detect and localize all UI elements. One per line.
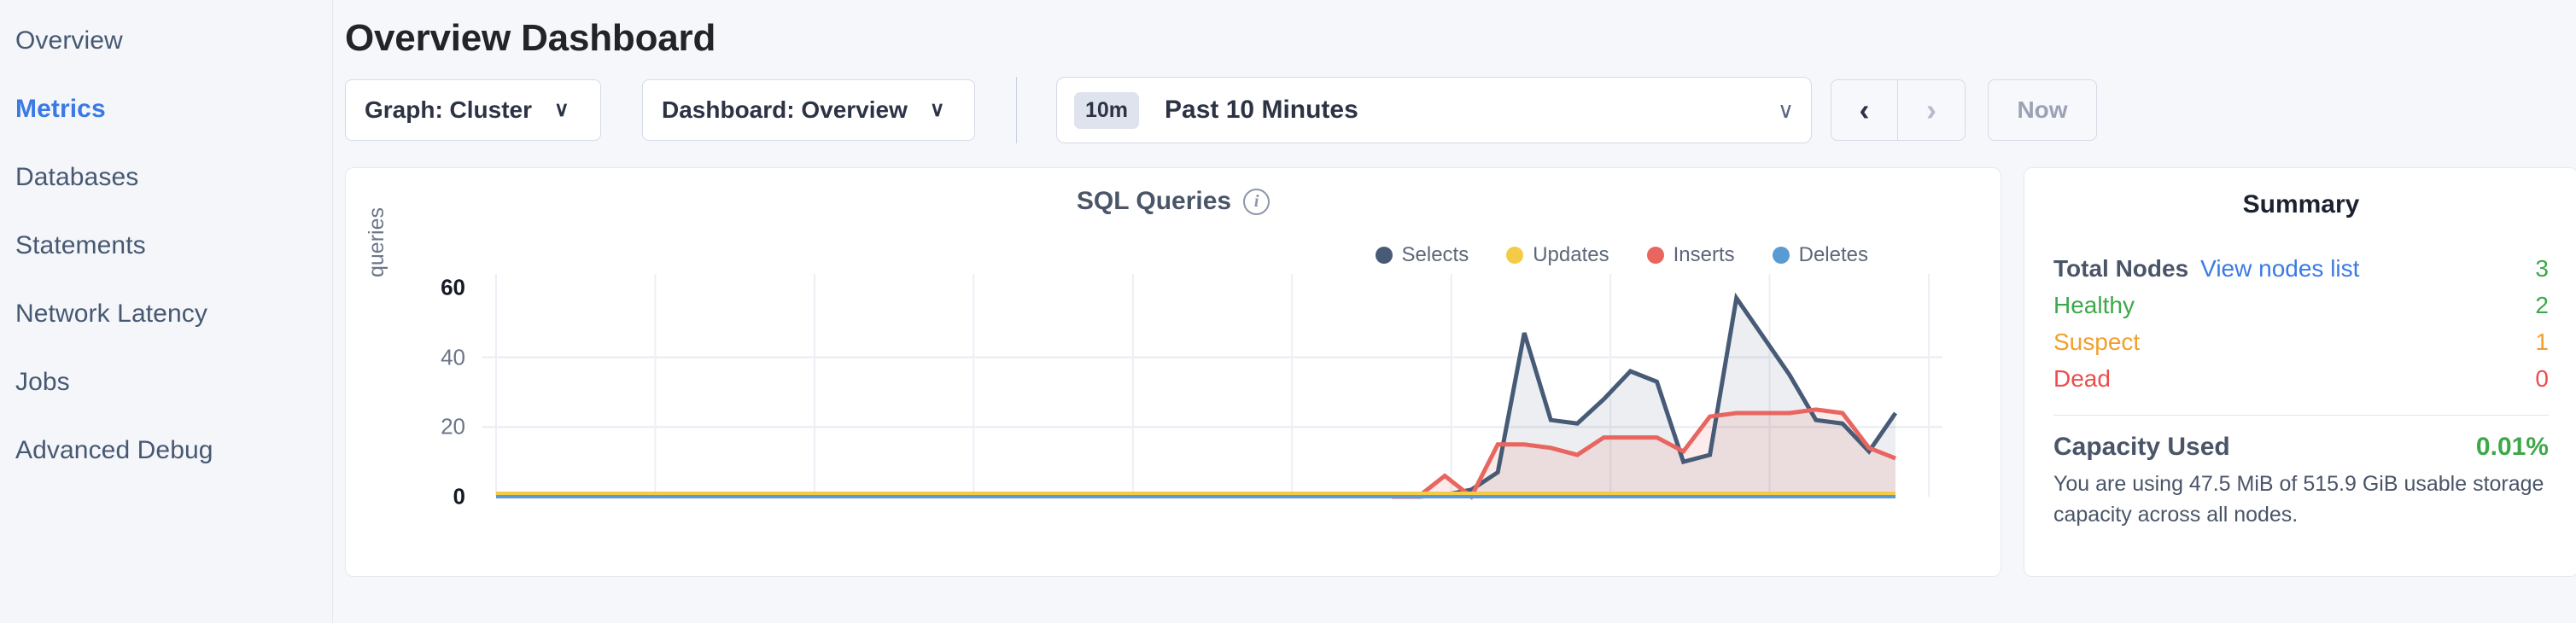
sidebar-item-network-latency[interactable]: Network Latency — [15, 300, 207, 328]
time-range-label: Past 10 Minutes — [1165, 96, 1358, 124]
series-line-inserts — [1392, 407, 1896, 500]
previous-range-button[interactable]: ‹ — [1831, 80, 1898, 140]
legend-item-selects[interactable]: Selects — [1375, 243, 1469, 267]
dashboard-select-label: Dashboard: Overview — [662, 96, 908, 123]
content-row: SQL Queries i Selects Updates Inserts Delet… — [345, 167, 2576, 577]
summary-row-total-nodes: Total Nodes View nodes list 3 — [2053, 255, 2549, 282]
summary-row-healthy: Healthy 2 — [2053, 292, 2549, 319]
chart-title: SQL Queries — [1076, 187, 1232, 215]
legend-label: Inserts — [1673, 243, 1735, 266]
sidebar-item-metrics[interactable]: Metrics — [15, 95, 106, 123]
toolbar: Graph: Cluster ∨ Dashboard: Overview ∨ 1… — [345, 77, 2576, 143]
y-tick-60: 60 — [441, 274, 465, 300]
legend-item-inserts[interactable]: Inserts — [1646, 243, 1735, 267]
y-tick-20: 20 — [441, 413, 465, 440]
y-axis-ticks: 0 20 40 60 — [406, 168, 465, 509]
summary-title: Summary — [2242, 190, 2360, 218]
sidebar-item-statements[interactable]: Statements — [15, 231, 146, 259]
view-nodes-list-link[interactable]: View nodes list — [2200, 255, 2360, 282]
chart-svg — [482, 274, 1942, 500]
graph-select-label: Graph: Cluster — [365, 96, 533, 123]
sidebar-item-advanced-debug[interactable]: Advanced Debug — [15, 436, 213, 464]
legend-swatch-icon — [1646, 247, 1664, 264]
time-nav-arrows: ‹ › — [1831, 79, 1966, 141]
time-range-select[interactable]: 10m Past 10 Minutes ∨ — [1056, 77, 1812, 143]
summary-row-dead: Dead 0 — [2053, 365, 2549, 393]
sidebar: Overview Metrics Databases Statements Networ… — [0, 0, 333, 623]
chart-title-row: SQL Queries i — [346, 168, 2001, 216]
chart-plot-area — [346, 262, 2002, 518]
legend-label: Updates — [1533, 243, 1609, 266]
summary-label: Healthy — [2053, 292, 2135, 318]
legend-item-deletes[interactable]: Deletes — [1772, 243, 1868, 267]
next-range-button[interactable]: › — [1926, 92, 1936, 127]
chevron-down-icon: ∨ — [1777, 96, 1794, 123]
legend-label: Selects — [1401, 243, 1469, 266]
capacity-title: Capacity Used — [2053, 433, 2230, 461]
now-button[interactable]: Now — [1988, 79, 2097, 141]
main-content: Overview Dashboard Graph: Cluster ∨ Dash… — [333, 0, 2576, 623]
sidebar-item-overview[interactable]: Overview — [15, 26, 123, 55]
summary-value: 1 — [2535, 329, 2549, 355]
summary-value: 3 — [2535, 255, 2549, 282]
y-tick-40: 40 — [441, 344, 465, 370]
chevron-down-icon: ∨ — [929, 98, 945, 121]
summary-label: Total Nodes — [2053, 255, 2189, 282]
sidebar-item-jobs[interactable]: Jobs — [15, 368, 70, 396]
info-icon[interactable]: i — [1243, 188, 1270, 215]
summary-row-suspect: Suspect 1 — [2053, 329, 2549, 356]
summary-label: Suspect — [2053, 329, 2141, 355]
sidebar-item-databases[interactable]: Databases — [15, 163, 139, 191]
legend-item-updates[interactable]: Updates — [1506, 243, 1609, 267]
summary-value: 0 — [2535, 365, 2549, 392]
toolbar-divider — [1016, 77, 1017, 143]
capacity-header: Capacity Used 0.01% — [2053, 433, 2549, 462]
legend-swatch-icon — [1375, 247, 1393, 264]
summary-card: Summary Total Nodes View nodes list 3 Healt… — [2024, 167, 2576, 577]
page-title: Overview Dashboard — [345, 17, 716, 59]
dashboard-select-button[interactable]: Dashboard: Overview ∨ — [642, 79, 975, 141]
summary-label: Dead — [2053, 365, 2111, 392]
summary-rows: Total Nodes View nodes list 3 Healthy 2 Suspe… — [2053, 255, 2549, 393]
y-tick-0: 0 — [453, 483, 465, 509]
legend-label: Deletes — [1798, 243, 1868, 266]
legend-swatch-icon — [1772, 247, 1790, 264]
legend-swatch-icon — [1506, 247, 1524, 264]
summary-value: 2 — [2535, 292, 2549, 318]
area-fill-inserts — [1392, 409, 1895, 497]
summary-divider — [2053, 415, 2549, 416]
chevron-down-icon: ∨ — [554, 98, 570, 121]
time-range-badge: 10m — [1074, 91, 1140, 129]
sql-queries-chart-card: SQL Queries i Selects Updates Inserts Delet… — [345, 167, 2001, 577]
capacity-description: You are using 47.5 MiB of 515.9 GiB usab… — [2053, 472, 2544, 527]
chart-legend: Selects Updates Inserts Deletes — [1375, 243, 1868, 267]
capacity-percent: 0.01% — [2475, 433, 2549, 461]
graph-select-button[interactable]: Graph: Cluster ∨ — [345, 79, 601, 141]
